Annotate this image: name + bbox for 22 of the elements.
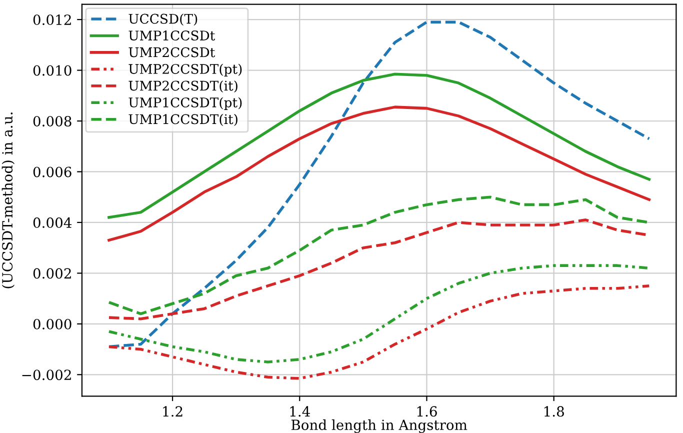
x-tick-label: 1.4 [290, 406, 310, 417]
y-tick-label: 0.006 [33, 166, 72, 178]
x-axis-title: Bond length in Angstrom [291, 419, 468, 433]
legend-label: UMP1CCSDT(it) [128, 114, 238, 126]
legend-label: UCCSD(T) [128, 14, 198, 26]
legend-label: UMP2CCSDT(it) [128, 80, 238, 93]
line-series [108, 284, 651, 380]
legend-label: UMP1CCSDt [128, 30, 216, 41]
y-tick-label: 0.004 [33, 217, 72, 228]
y-tick-label: 0.000 [33, 318, 72, 330]
y-tick-label: 0.002 [33, 268, 71, 279]
x-tick-label: 1.6 [417, 406, 437, 417]
x-tick-label: 1.8 [544, 406, 564, 417]
y-tick-label: −0.002 [22, 370, 71, 380]
y-tick-label: 0.012 [33, 14, 71, 26]
x-tick-label: 1.2 [163, 406, 182, 417]
y-tick-label: 0.008 [33, 116, 72, 126]
legend-label: UMP2CCSDT(pt) [128, 64, 242, 77]
legend-label: UMP1CCSDT(pt) [128, 97, 242, 110]
y-axis-title: (UCCSDT-method) in a.u. [2, 112, 15, 288]
legend-label: UMP2CCSDt [128, 47, 216, 58]
y-tick-label: 0.010 [33, 65, 72, 76]
